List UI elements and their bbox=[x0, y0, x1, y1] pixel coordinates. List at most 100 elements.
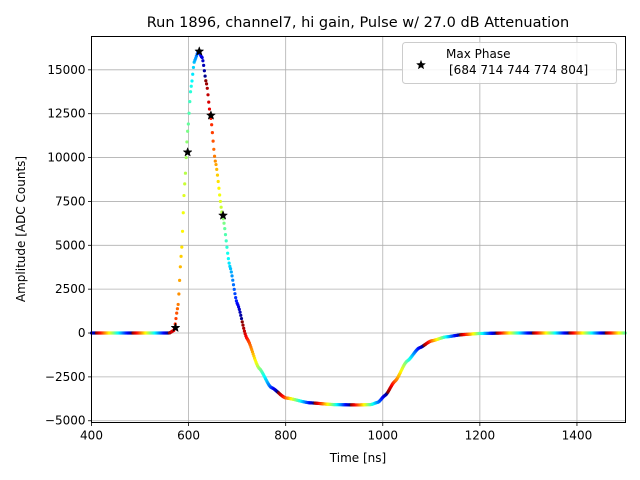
waveform-sample bbox=[182, 193, 186, 198]
waveform-sample bbox=[210, 123, 214, 127]
waveform-sample bbox=[211, 139, 215, 143]
waveform-sample bbox=[179, 254, 183, 258]
waveform-sample bbox=[180, 229, 185, 233]
waveform-sample bbox=[178, 278, 182, 282]
waveform-sample bbox=[224, 239, 228, 243]
waveform-sample bbox=[207, 100, 211, 104]
waveform-sample bbox=[216, 179, 220, 184]
waveform-sample bbox=[210, 131, 214, 135]
y-tick-label: 15000 bbox=[47, 63, 85, 77]
waveform-sample bbox=[177, 292, 181, 296]
waveform-sample bbox=[223, 232, 228, 237]
y-tick-label: −5000 bbox=[45, 414, 86, 428]
y-tick-label: −2500 bbox=[45, 370, 86, 384]
waveform-sample bbox=[181, 211, 185, 215]
waveform-sample bbox=[185, 140, 189, 144]
waveform-sample bbox=[207, 107, 212, 111]
x-tick-label: 1200 bbox=[465, 429, 496, 443]
waveform-sample bbox=[203, 74, 207, 78]
x-tick-label: 400 bbox=[80, 429, 103, 443]
x-tick-label: 800 bbox=[274, 429, 297, 443]
waveform-sample bbox=[212, 154, 217, 158]
waveform-sample bbox=[218, 199, 222, 204]
waveform-sample bbox=[188, 100, 192, 104]
legend-star-marker bbox=[415, 59, 427, 70]
waveform-sample bbox=[239, 316, 244, 321]
x-tick-label: 600 bbox=[177, 429, 200, 443]
waveform-sample bbox=[183, 182, 187, 186]
waveform-sample bbox=[175, 307, 180, 311]
max-phase-star bbox=[182, 146, 193, 157]
waveform-sample bbox=[183, 171, 188, 175]
waveform-sample bbox=[229, 270, 233, 274]
waveform-sample bbox=[237, 307, 241, 312]
waveform-sample bbox=[233, 292, 237, 296]
max-phase-star bbox=[218, 210, 229, 220]
waveform-sample bbox=[201, 59, 205, 63]
max-phase-star bbox=[194, 46, 205, 56]
legend-values: [684 714 744 774 804] bbox=[449, 63, 588, 77]
waveform-sample bbox=[226, 257, 230, 261]
waveform-sample bbox=[215, 167, 219, 171]
waveform-sample bbox=[231, 283, 236, 287]
axis-ticks: 400 600 800 1000 1200 1400 −5000 −2500 0 2500 5000… bbox=[45, 63, 592, 443]
max-phase-star bbox=[205, 110, 216, 120]
waveform-sample bbox=[236, 305, 241, 309]
y-tick-label: 2500 bbox=[55, 282, 86, 296]
waveform-sample bbox=[174, 316, 178, 321]
waveform-sample bbox=[188, 90, 193, 94]
waveform-sample bbox=[241, 323, 245, 327]
waveform-sample bbox=[191, 65, 196, 70]
waveform-sample bbox=[178, 265, 182, 269]
y-tick-label: 12500 bbox=[47, 107, 85, 121]
waveform-sample bbox=[186, 129, 190, 133]
waveform-sample bbox=[191, 72, 195, 76]
axes-frame bbox=[91, 36, 626, 423]
x-tick-label: 1400 bbox=[562, 429, 593, 443]
waveform-sample bbox=[213, 159, 217, 163]
waveform-sample bbox=[190, 79, 194, 83]
waveform-sample bbox=[205, 86, 209, 90]
y-axis-label: Amplitude [ADC Counts] bbox=[14, 156, 28, 302]
waveform-sample bbox=[180, 245, 184, 249]
waveform-sample bbox=[214, 162, 218, 167]
grid bbox=[91, 36, 626, 423]
legend: Max Phase [684 714 744 774 804] bbox=[402, 42, 617, 84]
x-axis-label: Time [ns] bbox=[329, 451, 386, 465]
waveform-sample bbox=[242, 329, 247, 333]
legend-box bbox=[402, 42, 617, 84]
waveform-sample bbox=[217, 186, 221, 190]
waveform-sample bbox=[200, 55, 204, 60]
waveform-sample bbox=[230, 274, 234, 278]
waveform-sample bbox=[204, 79, 208, 83]
y-tick-label: 5000 bbox=[55, 238, 86, 252]
waveform-sample bbox=[226, 251, 230, 255]
waveform-sample bbox=[176, 302, 180, 307]
waveform-sample bbox=[202, 69, 206, 73]
y-tick-label: 7500 bbox=[55, 194, 86, 208]
waveform-sample bbox=[239, 313, 243, 317]
y-tick-label: 10000 bbox=[47, 151, 85, 165]
x-tick-label: 1000 bbox=[367, 429, 398, 443]
waveform-sample bbox=[186, 122, 190, 126]
max-phase-star bbox=[170, 322, 181, 333]
waveform-sample bbox=[242, 326, 246, 330]
waveform-sample bbox=[215, 173, 220, 177]
waveform-sample bbox=[206, 93, 210, 97]
y-tick-label: 0 bbox=[78, 326, 86, 340]
waveform-sample bbox=[225, 245, 229, 249]
waveform-sample bbox=[202, 63, 206, 67]
waveform-sample bbox=[222, 221, 226, 225]
waveform-sample bbox=[228, 267, 233, 271]
data-series bbox=[89, 46, 627, 407]
waveform-sample bbox=[240, 320, 244, 324]
waveform-sample bbox=[234, 295, 238, 300]
waveform-sample bbox=[231, 278, 235, 282]
waveform-sample bbox=[204, 82, 209, 86]
waveform-sample bbox=[175, 311, 179, 315]
waveform-sample bbox=[238, 310, 242, 314]
waveform-sample bbox=[223, 226, 227, 231]
waveform-sample bbox=[212, 147, 216, 151]
waveform-sample bbox=[227, 261, 231, 265]
